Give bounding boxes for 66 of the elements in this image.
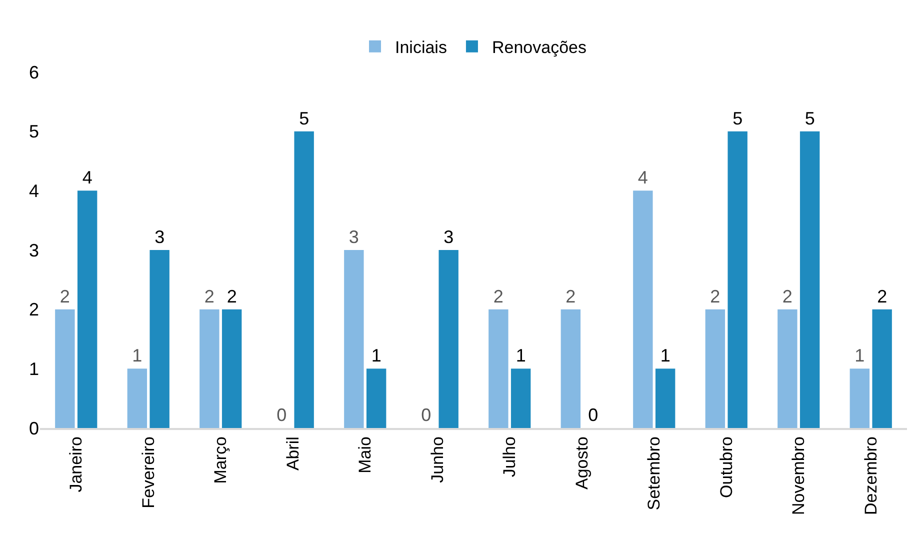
bar: [850, 368, 870, 428]
x-tick-label: Agosto: [572, 436, 592, 490]
data-label: 4: [638, 168, 648, 188]
data-label: 1: [660, 346, 670, 366]
x-tick-label: Maio: [356, 436, 375, 474]
bar: [77, 190, 98, 428]
bar: [510, 368, 531, 428]
bar: [127, 368, 148, 428]
bar: [705, 309, 726, 428]
bar: [633, 190, 653, 428]
bar: [800, 131, 820, 428]
bar: [438, 250, 458, 428]
data-label: 1: [371, 346, 382, 366]
bar: [150, 250, 170, 428]
x-tick-label: Junho: [428, 436, 447, 483]
bar: [872, 309, 892, 428]
y-tick-label: 3: [28, 240, 39, 260]
bar: [200, 309, 220, 428]
data-label: 3: [444, 227, 454, 247]
x-tick-label: Janeiro: [66, 436, 86, 492]
data-label: 4: [82, 168, 92, 188]
x-tick-label: Novembro: [789, 436, 808, 515]
data-label: 1: [132, 346, 142, 366]
legend-label: Iniciais: [395, 38, 447, 58]
bar: [655, 368, 676, 428]
bar: [778, 309, 798, 428]
bar: [366, 368, 386, 428]
data-label: 3: [154, 227, 165, 247]
data-label: 0: [276, 405, 287, 425]
data-label: 3: [348, 227, 359, 247]
y-tick-label: 0: [28, 418, 39, 438]
x-tick-label: Dezembro: [861, 436, 880, 515]
bar: [55, 309, 75, 428]
x-tick-label: Fevereiro: [138, 436, 158, 508]
data-label: 2: [877, 286, 888, 306]
data-label: 5: [299, 108, 310, 128]
data-label: 2: [204, 286, 214, 306]
data-label: 2: [710, 286, 720, 306]
x-tick-label: Outubro: [716, 436, 736, 498]
bar: [294, 131, 314, 428]
data-label: 2: [493, 286, 504, 306]
x-tick-label: Abril: [283, 436, 302, 471]
y-tick-label: 1: [28, 358, 39, 379]
data-label: 1: [854, 346, 865, 366]
y-tick-label: 4: [28, 180, 39, 201]
data-label: 0: [588, 405, 598, 425]
bar: [728, 131, 748, 428]
data-label: 5: [804, 108, 815, 128]
x-tick-label: Julho: [500, 436, 520, 478]
bar: [222, 309, 242, 428]
bar: [488, 309, 508, 428]
y-tick-label: 5: [28, 122, 39, 142]
data-label: 5: [732, 108, 743, 128]
legend-label: Renovações: [492, 38, 586, 58]
x-tick-label: Setembro: [644, 436, 664, 510]
data-label: 2: [60, 286, 70, 306]
y-tick-label: 6: [28, 62, 39, 82]
bar: [560, 309, 581, 428]
data-label: 2: [566, 286, 576, 306]
data-label: 0: [421, 405, 432, 425]
data-label: 1: [516, 346, 526, 366]
y-tick-label: 2: [28, 300, 39, 320]
bar: [344, 250, 364, 428]
data-label: 2: [782, 286, 792, 306]
x-tick-label: Março: [211, 436, 230, 484]
data-label: 2: [226, 286, 237, 306]
